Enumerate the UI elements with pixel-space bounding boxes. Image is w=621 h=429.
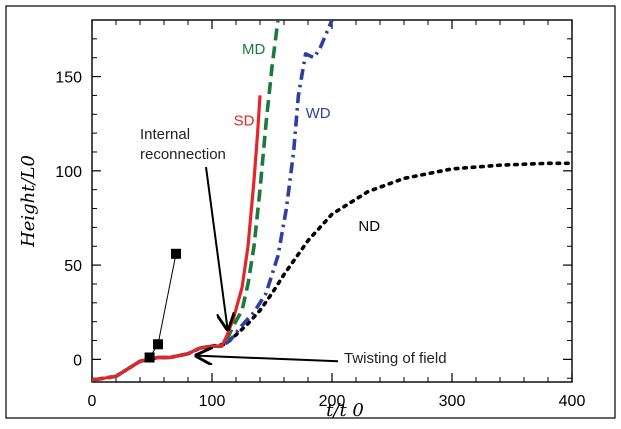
y-tick-label: 0	[73, 352, 82, 369]
series-label-nd: ND	[358, 218, 380, 235]
square-marker	[153, 339, 163, 350]
markers	[144, 248, 181, 363]
annotation-arrow	[205, 166, 228, 329]
square-marker	[144, 352, 155, 363]
figure-border	[5, 5, 616, 419]
series-label-md: MD	[242, 41, 265, 58]
y-tick-label: 100	[55, 164, 82, 181]
series-labels: MD SD WD ND	[234, 41, 381, 235]
x-tick-label: 200	[319, 393, 346, 410]
x-tick-label: 0	[88, 393, 97, 410]
annotation-text: reconnection	[140, 146, 226, 163]
y-tick-label: 150	[55, 70, 82, 87]
x-tick-label: 100	[199, 393, 226, 410]
y-tick-label: 50	[64, 258, 82, 275]
square-marker	[171, 248, 181, 259]
annotation-arrow	[196, 356, 339, 362]
series-label-wd: WD	[306, 105, 331, 122]
series-label-sd: SD	[234, 113, 255, 130]
series-line-md	[92, 20, 280, 382]
x-axis-title: t/t 0	[326, 400, 364, 421]
annotation-text: Internal	[140, 126, 190, 143]
axis-ticks: 0 100 200 300 400 0 50 100 150	[55, 20, 585, 410]
x-tick-label: 400	[559, 393, 586, 410]
y-axis-title: Height/L0	[18, 155, 39, 248]
x-tick-label: 300	[439, 393, 466, 410]
annotation-text: Twisting of field	[344, 350, 447, 367]
annotations: Internal reconnection Twisting of field	[140, 126, 447, 367]
